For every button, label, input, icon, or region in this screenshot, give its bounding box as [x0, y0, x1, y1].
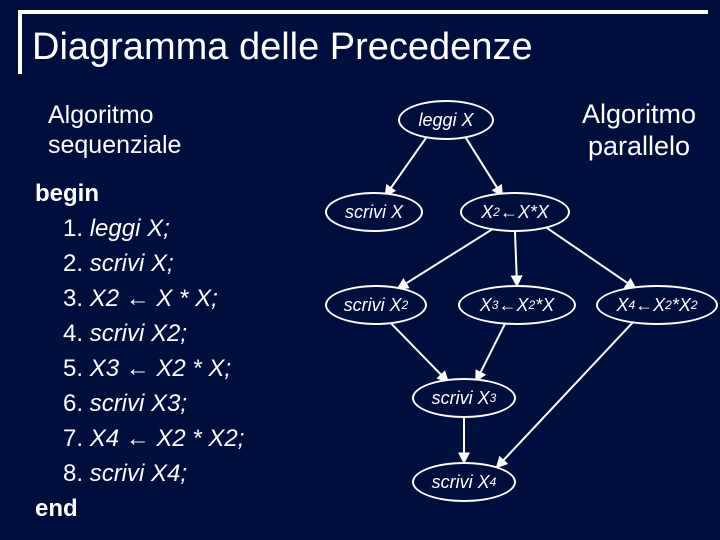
precedence-diagram: leggi X scrivi X X2←X*X scrivi X2 X3←X2*X X4←… [0, 0, 720, 540]
edge-x2-to-write_x2 [398, 229, 493, 288]
node-x3: X3←X2*X [458, 285, 576, 325]
edge-write_x2-to-write_x3 [390, 323, 447, 382]
node-write_x3: scrivi X3 [412, 378, 516, 418]
node-read_x: leggi X [398, 100, 494, 140]
edge-x3-to-write_x3 [476, 323, 505, 380]
edge-x2-to-x4 [546, 227, 635, 288]
edge-x2-to-x3 [515, 232, 517, 285]
node-write_x4: scrivi X4 [412, 462, 516, 502]
node-x4: X4←X2*X2 [596, 285, 718, 325]
diagram-edges [0, 0, 720, 540]
node-x2: X2←X*X [460, 192, 570, 232]
node-write_x2: scrivi X2 [325, 285, 427, 325]
edge-read_x-to-x2 [465, 137, 502, 195]
edge-read_x-to-write_x [386, 137, 427, 195]
node-write_x: scrivi X [325, 192, 423, 232]
edge-x4-to-write_x4 [497, 323, 632, 467]
